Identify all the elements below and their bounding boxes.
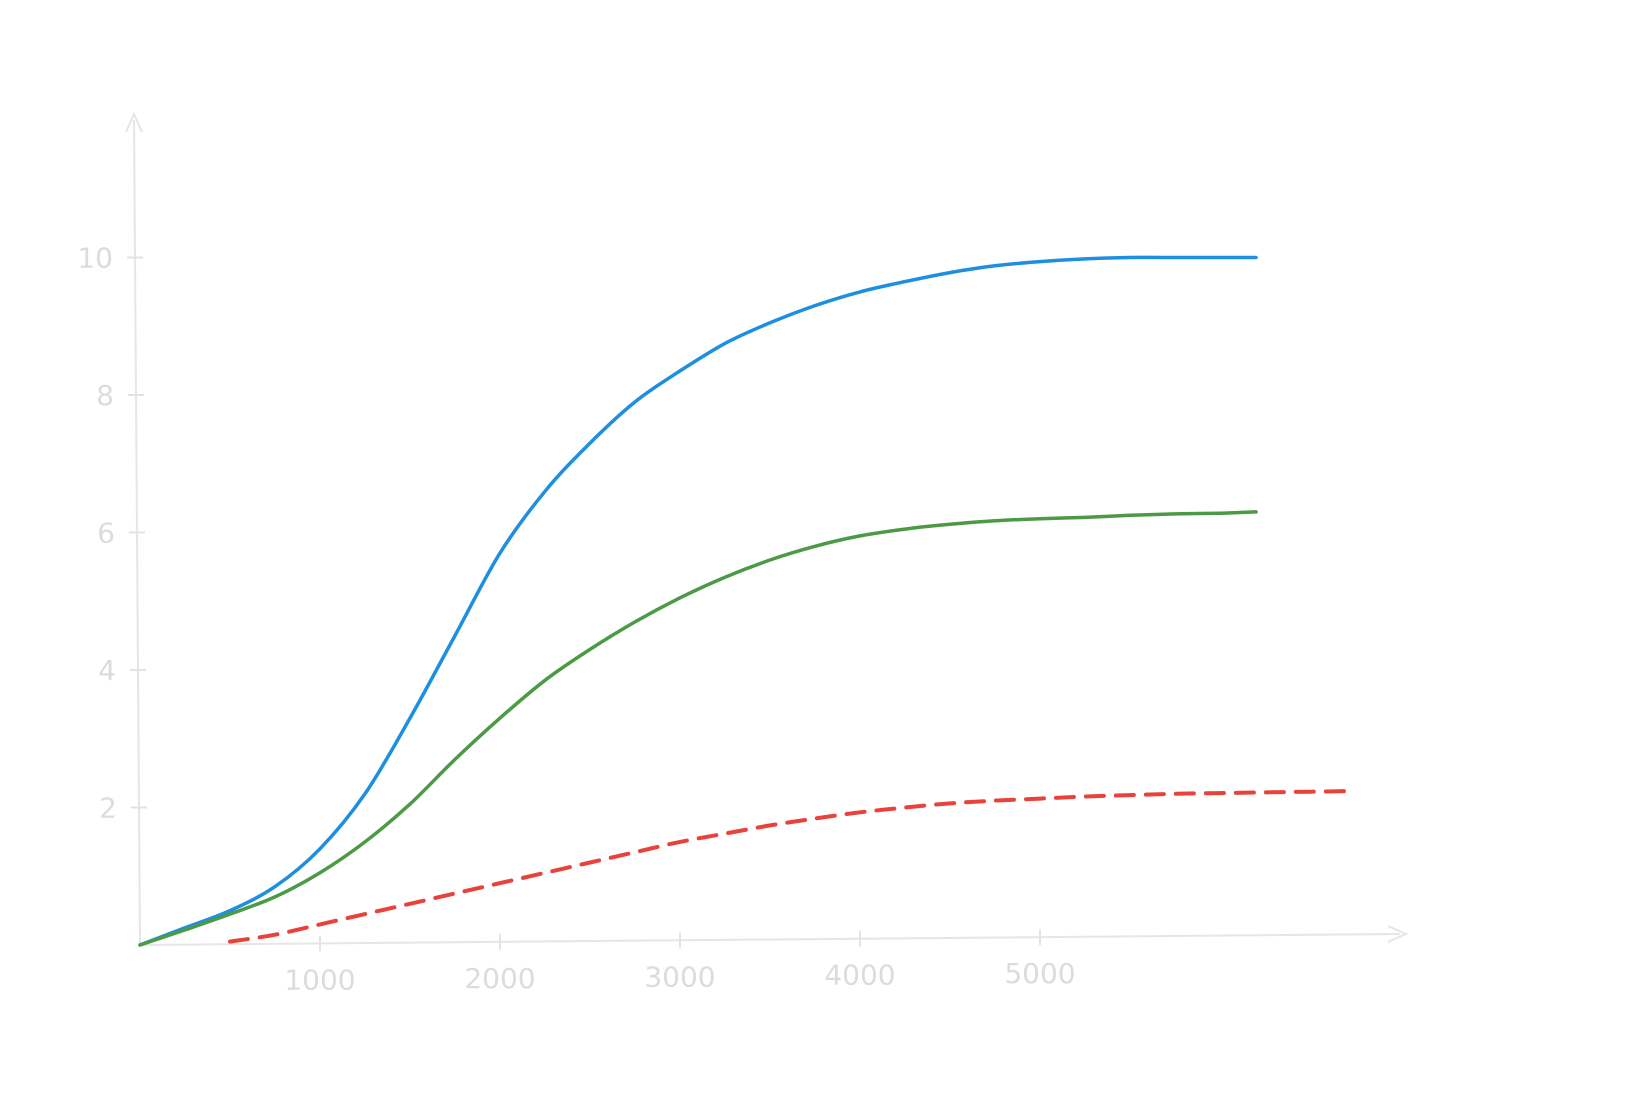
y-tick-label-4: 4 bbox=[98, 654, 116, 687]
x-axis-arrow-icon bbox=[1387, 925, 1409, 943]
x-tick-label-5000: 5000 bbox=[1004, 957, 1075, 990]
ticks: 1000 2000 3000 4000 5000 2 4 6 8 10 bbox=[77, 242, 1075, 997]
series-layer bbox=[138, 255, 1357, 947]
axes bbox=[125, 111, 1409, 946]
x-tick-label-1000: 1000 bbox=[284, 963, 355, 996]
x-tick-label-2000: 2000 bbox=[464, 962, 535, 995]
x-tick-label-4000: 4000 bbox=[824, 959, 895, 992]
series-line-2 bbox=[138, 510, 1258, 947]
y-tick-label-6: 6 bbox=[97, 517, 115, 550]
series-line-3 bbox=[228, 789, 1357, 944]
y-tick-label-2: 2 bbox=[99, 792, 117, 825]
series-line-1 bbox=[138, 255, 1258, 947]
y-tick-label-10: 10 bbox=[77, 242, 113, 275]
x-axis-line bbox=[139, 933, 1401, 946]
x-tick-label-3000: 3000 bbox=[644, 960, 715, 993]
y-tick-label-8: 8 bbox=[96, 379, 114, 412]
y-axis-arrow-icon bbox=[125, 111, 143, 133]
